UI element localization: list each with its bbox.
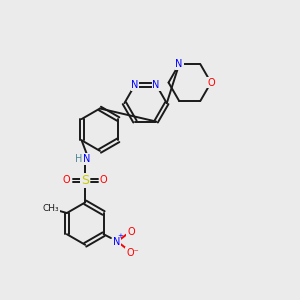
Text: N: N <box>113 237 121 247</box>
Text: O: O <box>100 175 108 185</box>
Text: O⁻: O⁻ <box>126 248 139 258</box>
Text: O: O <box>127 227 135 237</box>
Text: N: N <box>83 154 90 164</box>
Text: O: O <box>207 78 215 88</box>
Text: +: + <box>118 233 124 239</box>
Text: S: S <box>81 174 89 187</box>
Text: N: N <box>152 80 160 90</box>
Text: O: O <box>63 175 70 185</box>
Text: CH₃: CH₃ <box>42 204 59 213</box>
Text: N: N <box>176 59 183 69</box>
Text: H: H <box>75 154 82 164</box>
Text: N: N <box>131 80 139 90</box>
